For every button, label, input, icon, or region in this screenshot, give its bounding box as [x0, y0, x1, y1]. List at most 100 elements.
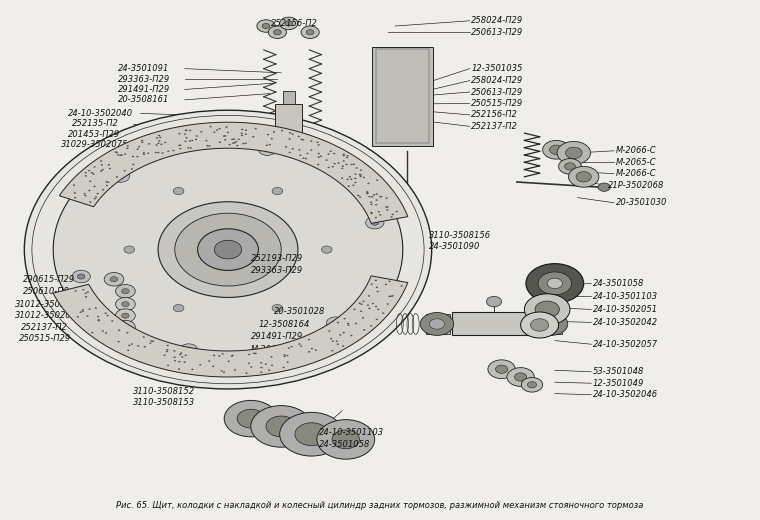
- Circle shape: [195, 139, 197, 140]
- Circle shape: [341, 167, 344, 169]
- Circle shape: [549, 145, 563, 154]
- Text: 258024-П29: 258024-П29: [471, 16, 524, 25]
- Circle shape: [302, 139, 304, 140]
- Circle shape: [82, 309, 84, 310]
- Text: 20-3501030: 20-3501030: [616, 198, 667, 207]
- Circle shape: [267, 134, 269, 135]
- Circle shape: [265, 145, 268, 146]
- Circle shape: [122, 302, 129, 307]
- Circle shape: [543, 140, 570, 159]
- Circle shape: [378, 211, 380, 213]
- Circle shape: [178, 368, 180, 370]
- Text: 24-3501091: 24-3501091: [118, 64, 169, 73]
- Circle shape: [181, 356, 183, 358]
- Circle shape: [185, 137, 188, 139]
- Circle shape: [218, 355, 220, 357]
- Circle shape: [112, 170, 130, 183]
- Circle shape: [336, 341, 338, 342]
- Circle shape: [155, 152, 157, 153]
- Circle shape: [185, 129, 187, 131]
- Text: 291491-П29: 291491-П29: [251, 332, 303, 342]
- Circle shape: [245, 142, 247, 144]
- Circle shape: [245, 372, 248, 374]
- Circle shape: [218, 128, 220, 129]
- Circle shape: [175, 213, 281, 286]
- Circle shape: [110, 277, 118, 282]
- Circle shape: [363, 301, 365, 302]
- Circle shape: [248, 362, 250, 364]
- Circle shape: [285, 21, 293, 26]
- Circle shape: [198, 229, 258, 270]
- Circle shape: [360, 310, 363, 312]
- Circle shape: [95, 307, 97, 309]
- Text: 24-3501058: 24-3501058: [319, 439, 371, 449]
- Circle shape: [391, 214, 394, 215]
- Circle shape: [226, 132, 229, 133]
- Circle shape: [357, 194, 359, 196]
- Circle shape: [515, 373, 527, 381]
- Circle shape: [109, 168, 111, 170]
- Circle shape: [74, 192, 76, 194]
- Circle shape: [386, 206, 388, 207]
- Circle shape: [331, 320, 339, 326]
- Circle shape: [283, 367, 285, 368]
- Circle shape: [156, 144, 158, 146]
- Circle shape: [260, 367, 262, 368]
- Circle shape: [236, 145, 239, 147]
- Circle shape: [388, 296, 391, 297]
- Circle shape: [305, 158, 307, 159]
- Circle shape: [271, 138, 273, 139]
- Circle shape: [598, 183, 610, 191]
- Circle shape: [122, 336, 129, 341]
- Circle shape: [82, 289, 84, 291]
- Circle shape: [347, 324, 350, 326]
- Circle shape: [300, 345, 302, 347]
- Circle shape: [107, 181, 109, 183]
- Circle shape: [223, 135, 225, 137]
- Circle shape: [331, 350, 334, 352]
- Text: 24-10-3501103: 24-10-3501103: [319, 428, 385, 437]
- Text: М-2066-С: М-2066-С: [616, 169, 656, 178]
- Circle shape: [287, 361, 289, 363]
- Circle shape: [122, 289, 129, 294]
- Circle shape: [375, 199, 378, 201]
- Circle shape: [330, 338, 332, 340]
- Circle shape: [119, 154, 122, 156]
- Circle shape: [200, 131, 202, 133]
- Circle shape: [347, 323, 349, 324]
- Circle shape: [179, 354, 181, 355]
- Circle shape: [173, 356, 176, 358]
- Circle shape: [131, 343, 133, 345]
- Circle shape: [179, 148, 182, 149]
- Circle shape: [161, 152, 163, 154]
- Circle shape: [391, 216, 393, 218]
- Circle shape: [188, 140, 191, 142]
- Circle shape: [330, 150, 332, 152]
- Circle shape: [157, 142, 160, 144]
- Circle shape: [565, 163, 575, 170]
- Circle shape: [123, 170, 125, 172]
- Circle shape: [559, 159, 581, 174]
- Text: М-2066-С: М-2066-С: [616, 146, 656, 155]
- Circle shape: [524, 294, 570, 325]
- Circle shape: [128, 345, 131, 346]
- Circle shape: [245, 134, 247, 135]
- Circle shape: [331, 340, 334, 342]
- Circle shape: [535, 301, 559, 318]
- Circle shape: [219, 141, 221, 143]
- Bar: [376, 49, 429, 143]
- Circle shape: [141, 140, 144, 141]
- Circle shape: [147, 152, 150, 154]
- Circle shape: [337, 343, 339, 345]
- Circle shape: [85, 296, 87, 297]
- Circle shape: [127, 349, 129, 351]
- Circle shape: [166, 345, 169, 346]
- Circle shape: [397, 280, 400, 282]
- Text: 252193-П29: 252193-П29: [251, 254, 303, 264]
- Text: 3110-3508152: 3110-3508152: [133, 386, 195, 396]
- Circle shape: [370, 204, 372, 205]
- Circle shape: [370, 212, 372, 213]
- Circle shape: [420, 313, 454, 335]
- Text: 24-10-3502040: 24-10-3502040: [68, 109, 134, 118]
- Circle shape: [272, 305, 283, 312]
